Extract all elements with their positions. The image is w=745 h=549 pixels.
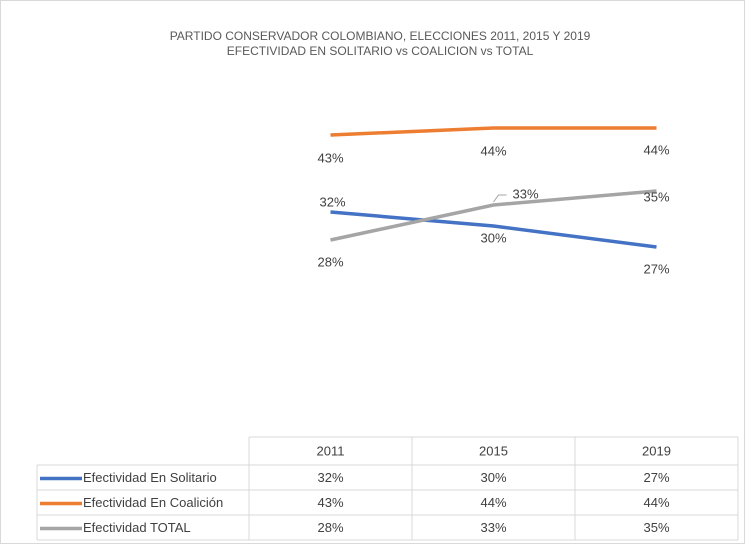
data-label: 32%: [319, 194, 345, 209]
table-cell: 28%: [317, 520, 343, 535]
table-cell: 44%: [480, 495, 506, 510]
series-line: [330, 189, 657, 242]
table-cell: 30%: [480, 470, 506, 485]
data-label: 27%: [643, 261, 669, 276]
table-cell: 32%: [317, 470, 343, 485]
table-cell: 27%: [643, 470, 669, 485]
data-label: 44%: [643, 142, 669, 157]
series-line: [330, 126, 657, 137]
data-label: 28%: [317, 254, 343, 269]
legend-label: Efectividad En Coalición: [83, 495, 223, 510]
leader-line: [493, 194, 507, 203]
data-label: 30%: [480, 230, 506, 245]
data-label: 33%: [512, 186, 538, 201]
data-label: 35%: [643, 189, 669, 204]
table-cell: 33%: [480, 520, 506, 535]
series-line: [330, 210, 657, 249]
legend-label: Efectividad En Solitario: [83, 470, 217, 485]
data-label: 44%: [480, 143, 506, 158]
x-tick-label: 2015: [479, 443, 508, 458]
table-cell: 35%: [643, 520, 669, 535]
table-cell: 43%: [317, 495, 343, 510]
x-tick-label: 2019: [642, 443, 671, 458]
table-cell: 44%: [643, 495, 669, 510]
chart-title: EFECTIVIDAD EN SOLITARIO vs COALICION vs…: [227, 44, 534, 58]
legend-label: Efectividad TOTAL: [83, 520, 191, 535]
data-label: 43%: [317, 150, 343, 165]
chart-title: PARTIDO CONSERVADOR COLOMBIANO, ELECCION…: [170, 29, 591, 43]
x-tick-label: 2011: [317, 443, 345, 458]
